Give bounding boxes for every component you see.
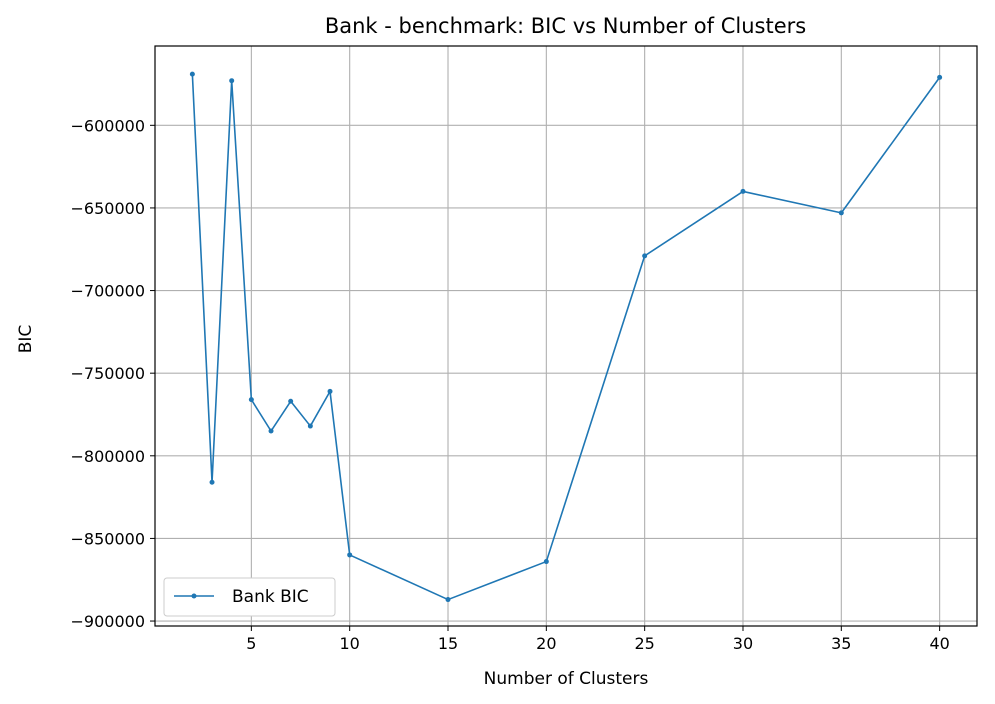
data-point-0-4 bbox=[268, 428, 274, 434]
x-tick-label-5: 30 bbox=[733, 634, 753, 653]
x-tick-label-0: 5 bbox=[246, 634, 256, 653]
x-tick-label-6: 35 bbox=[831, 634, 851, 653]
y-axis-label: BIC bbox=[16, 325, 36, 354]
legend: Bank BIC bbox=[163, 577, 336, 617]
x-tick-label-1: 10 bbox=[340, 634, 360, 653]
legend-frame bbox=[163, 577, 336, 617]
x-tick-label-4: 25 bbox=[634, 634, 654, 653]
x-axis-label: Number of Clusters bbox=[484, 669, 649, 689]
y-tick-label-1: −850000 bbox=[71, 529, 145, 548]
data-point-0-14 bbox=[937, 74, 943, 80]
x-tick-label-7: 40 bbox=[929, 634, 949, 653]
data-point-0-8 bbox=[347, 552, 353, 558]
data-point-0-10 bbox=[543, 559, 549, 565]
y-tick-label-2: −800000 bbox=[71, 447, 145, 466]
data-point-0-13 bbox=[838, 210, 844, 216]
grid-lines bbox=[155, 46, 977, 626]
legend-label: Bank BIC bbox=[232, 587, 309, 607]
y-tick-label-6: −600000 bbox=[71, 116, 145, 135]
data-point-0-1 bbox=[209, 479, 215, 485]
data-point-0-0 bbox=[189, 71, 195, 77]
data-point-0-9 bbox=[445, 597, 451, 603]
data-point-0-11 bbox=[642, 253, 648, 259]
data-point-0-5 bbox=[288, 398, 294, 404]
data-point-0-3 bbox=[248, 397, 254, 403]
plot-area-frame bbox=[154, 45, 978, 627]
y-tick-label-4: −700000 bbox=[71, 282, 145, 301]
legend-marker-swatch bbox=[191, 593, 197, 599]
data-point-0-7 bbox=[327, 388, 333, 394]
x-tick-label-2: 15 bbox=[438, 634, 458, 653]
x-tick-label-3: 20 bbox=[536, 634, 556, 653]
chart-title: Bank - benchmark: BIC vs Number of Clust… bbox=[325, 14, 806, 38]
axis-ticks: 5 10 15 20 25 30 35 40 −900000 −850000 −800000 −750… bbox=[71, 116, 950, 653]
y-tick-label-5: −650000 bbox=[71, 199, 145, 218]
data-point-0-12 bbox=[740, 188, 746, 194]
series-layer bbox=[189, 71, 943, 603]
data-point-0-6 bbox=[307, 423, 313, 429]
y-tick-label-3: −750000 bbox=[71, 364, 145, 383]
data-point-0-2 bbox=[229, 78, 235, 84]
y-tick-label-0: −900000 bbox=[71, 612, 145, 631]
